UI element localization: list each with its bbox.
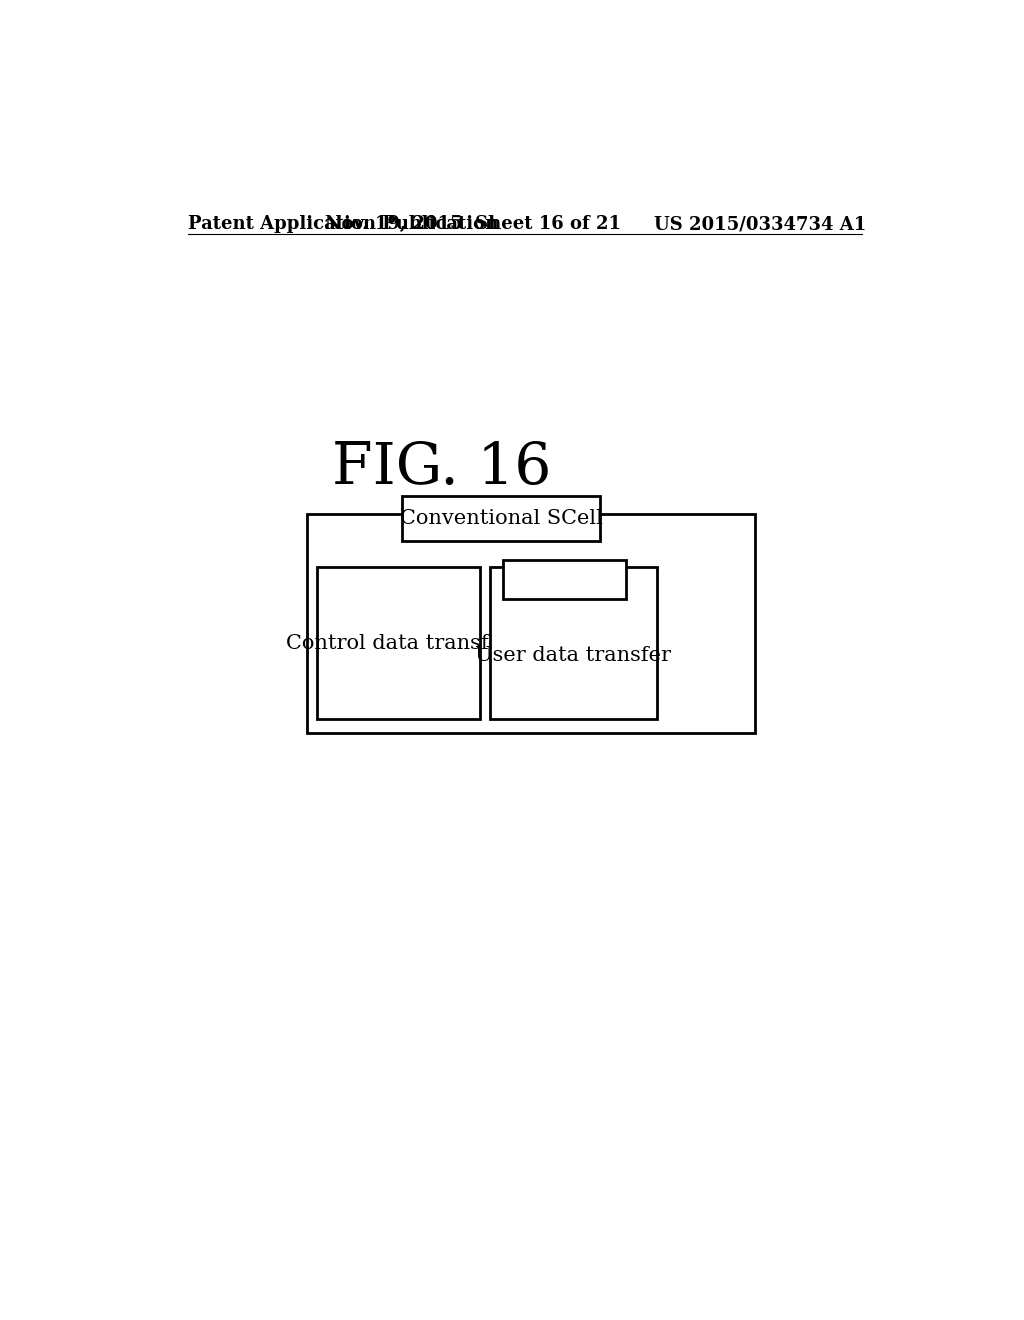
Text: Control data transfer: Control data transfer — [286, 634, 511, 652]
Bar — [489, 568, 656, 719]
Text: User data transfer: User data transfer — [475, 645, 671, 665]
Text: Patent Application Publication: Patent Application Publication — [187, 215, 498, 234]
Text: Conventional SCell: Conventional SCell — [399, 508, 602, 528]
Text: US 2015/0334734 A1: US 2015/0334734 A1 — [653, 215, 866, 234]
Bar — [316, 568, 479, 719]
Text: FIG. 16: FIG. 16 — [332, 441, 551, 496]
Text: New SCell: New SCell — [509, 570, 621, 589]
Bar — [306, 515, 755, 733]
Text: Nov. 19, 2015  Sheet 16 of 21: Nov. 19, 2015 Sheet 16 of 21 — [326, 215, 622, 234]
Bar — [401, 496, 600, 541]
Bar — [504, 560, 627, 598]
